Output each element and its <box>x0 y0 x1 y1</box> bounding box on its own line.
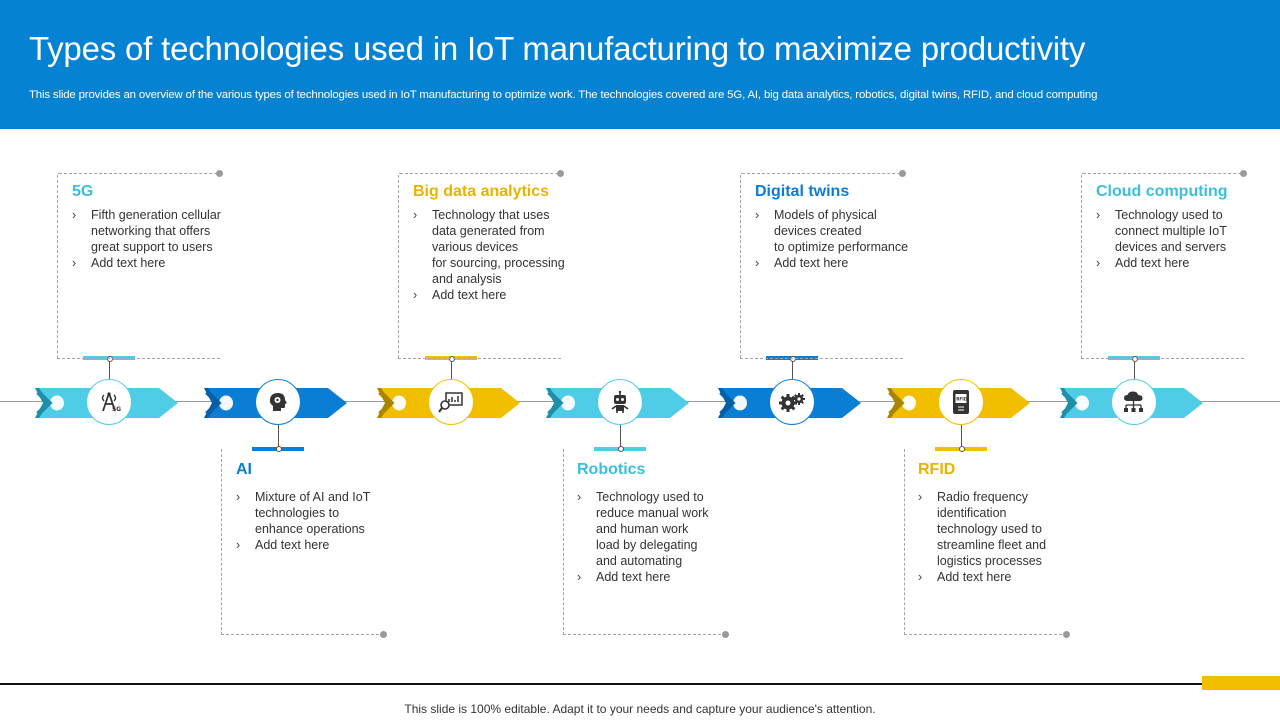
card-cloud-computing <box>1081 173 1244 359</box>
card-title-robotics: Robotics <box>577 461 646 478</box>
timeline-node-cloud-computing <box>1111 379 1157 425</box>
card-big-data-analytics <box>398 173 561 359</box>
card-corner-dot <box>1063 631 1070 638</box>
bullet-item: Radio frequency identification technolog… <box>918 489 1046 569</box>
connector-dot <box>449 356 455 362</box>
page-title: Types of technologies used in IoT manufa… <box>29 30 1086 67</box>
bullet-item: Technology that uses data generated from… <box>413 207 565 287</box>
bullet-list-robotics: Technology used to reduce manual work an… <box>577 489 709 585</box>
5g-tower-icon: 5G <box>97 390 121 414</box>
card-corner-dot <box>899 170 906 177</box>
connector-stem <box>792 359 793 379</box>
connector-stem <box>1134 359 1135 379</box>
connector-stem <box>620 425 621 449</box>
connector-dot <box>1132 356 1138 362</box>
bullet-item: Technology used to connect multiple IoT … <box>1096 207 1227 255</box>
rfid-tag-icon: RFID <box>949 389 973 415</box>
cloud-network-icon <box>1121 390 1147 414</box>
bullet-list-big-data-analytics: Technology that uses data generated from… <box>413 207 565 303</box>
bullet-list-digital-twins: Models of physical devices created to op… <box>755 207 908 271</box>
card-corner-dot <box>216 170 223 177</box>
svg-text:5G: 5G <box>112 406 121 413</box>
timeline-node-rfid: RFID <box>938 379 984 425</box>
card-title-5g: 5G <box>72 183 94 200</box>
connector-dot <box>790 356 796 362</box>
bullet-item: Add text here <box>236 537 370 553</box>
card-5g <box>57 173 220 359</box>
bullet-item: Fifth generation cellular networking tha… <box>72 207 221 255</box>
ai-head-icon <box>266 390 290 414</box>
bullet-item: Add text here <box>755 255 908 271</box>
bullet-item: Add text here <box>72 255 221 271</box>
timeline-node-ai <box>255 379 301 425</box>
bullet-item: Models of physical devices created to op… <box>755 207 908 255</box>
card-corner-dot <box>1240 170 1247 177</box>
card-robotics <box>563 449 726 635</box>
connector-dot <box>959 446 965 452</box>
card-title-big-data-analytics: Big data analytics <box>413 183 550 200</box>
footer-note: This slide is 100% editable. Adapt it to… <box>404 702 876 716</box>
bullet-item: Add text here <box>413 287 565 303</box>
bullet-item: Add text here <box>918 569 1046 585</box>
footer-divider <box>0 683 1202 685</box>
card-title-ai: AI <box>236 461 252 478</box>
timeline-node-big-data-analytics <box>428 379 474 425</box>
card-corner-dot <box>380 631 387 638</box>
connector-dot <box>618 446 624 452</box>
svg-text:RFID: RFID <box>956 397 968 402</box>
bullet-list-ai: Mixture of AI and IoT technologies to en… <box>236 489 370 553</box>
bullet-item: Mixture of AI and IoT technologies to en… <box>236 489 370 537</box>
bullet-list-cloud-computing: Technology used to connect multiple IoT … <box>1096 207 1227 271</box>
connector-stem <box>278 425 279 449</box>
bullet-item: Technology used to reduce manual work an… <box>577 489 709 569</box>
gears-icon <box>778 390 806 414</box>
connector-dot <box>107 356 113 362</box>
card-title-rfid: RFID <box>918 461 956 478</box>
analytics-magnifier-icon <box>438 390 464 414</box>
connector-stem <box>109 359 110 379</box>
footer-accent-bar <box>1202 676 1280 690</box>
card-title-digital-twins: Digital twins <box>755 183 850 200</box>
bullet-list-rfid: Radio frequency identification technolog… <box>918 489 1046 585</box>
timeline-node-5g: 5G <box>86 379 132 425</box>
card-rfid <box>904 449 1067 635</box>
bullet-list-5g: Fifth generation cellular networking tha… <box>72 207 221 271</box>
card-corner-dot <box>557 170 564 177</box>
connector-stem <box>961 425 962 449</box>
header-banner: Types of technologies used in IoT manufa… <box>0 0 1280 129</box>
timeline-node-digital-twins <box>769 379 815 425</box>
bullet-item: Add text here <box>577 569 709 585</box>
timeline-node-robotics <box>597 379 643 425</box>
card-corner-dot <box>722 631 729 638</box>
card-title-cloud-computing: Cloud computing <box>1096 183 1228 200</box>
robot-icon <box>608 390 632 414</box>
connector-dot <box>276 446 282 452</box>
card-digital-twins <box>740 173 903 359</box>
card-ai <box>221 449 384 635</box>
connector-stem <box>451 359 452 379</box>
bullet-item: Add text here <box>1096 255 1227 271</box>
page-subtitle: This slide provides an overview of the v… <box>29 89 1098 101</box>
